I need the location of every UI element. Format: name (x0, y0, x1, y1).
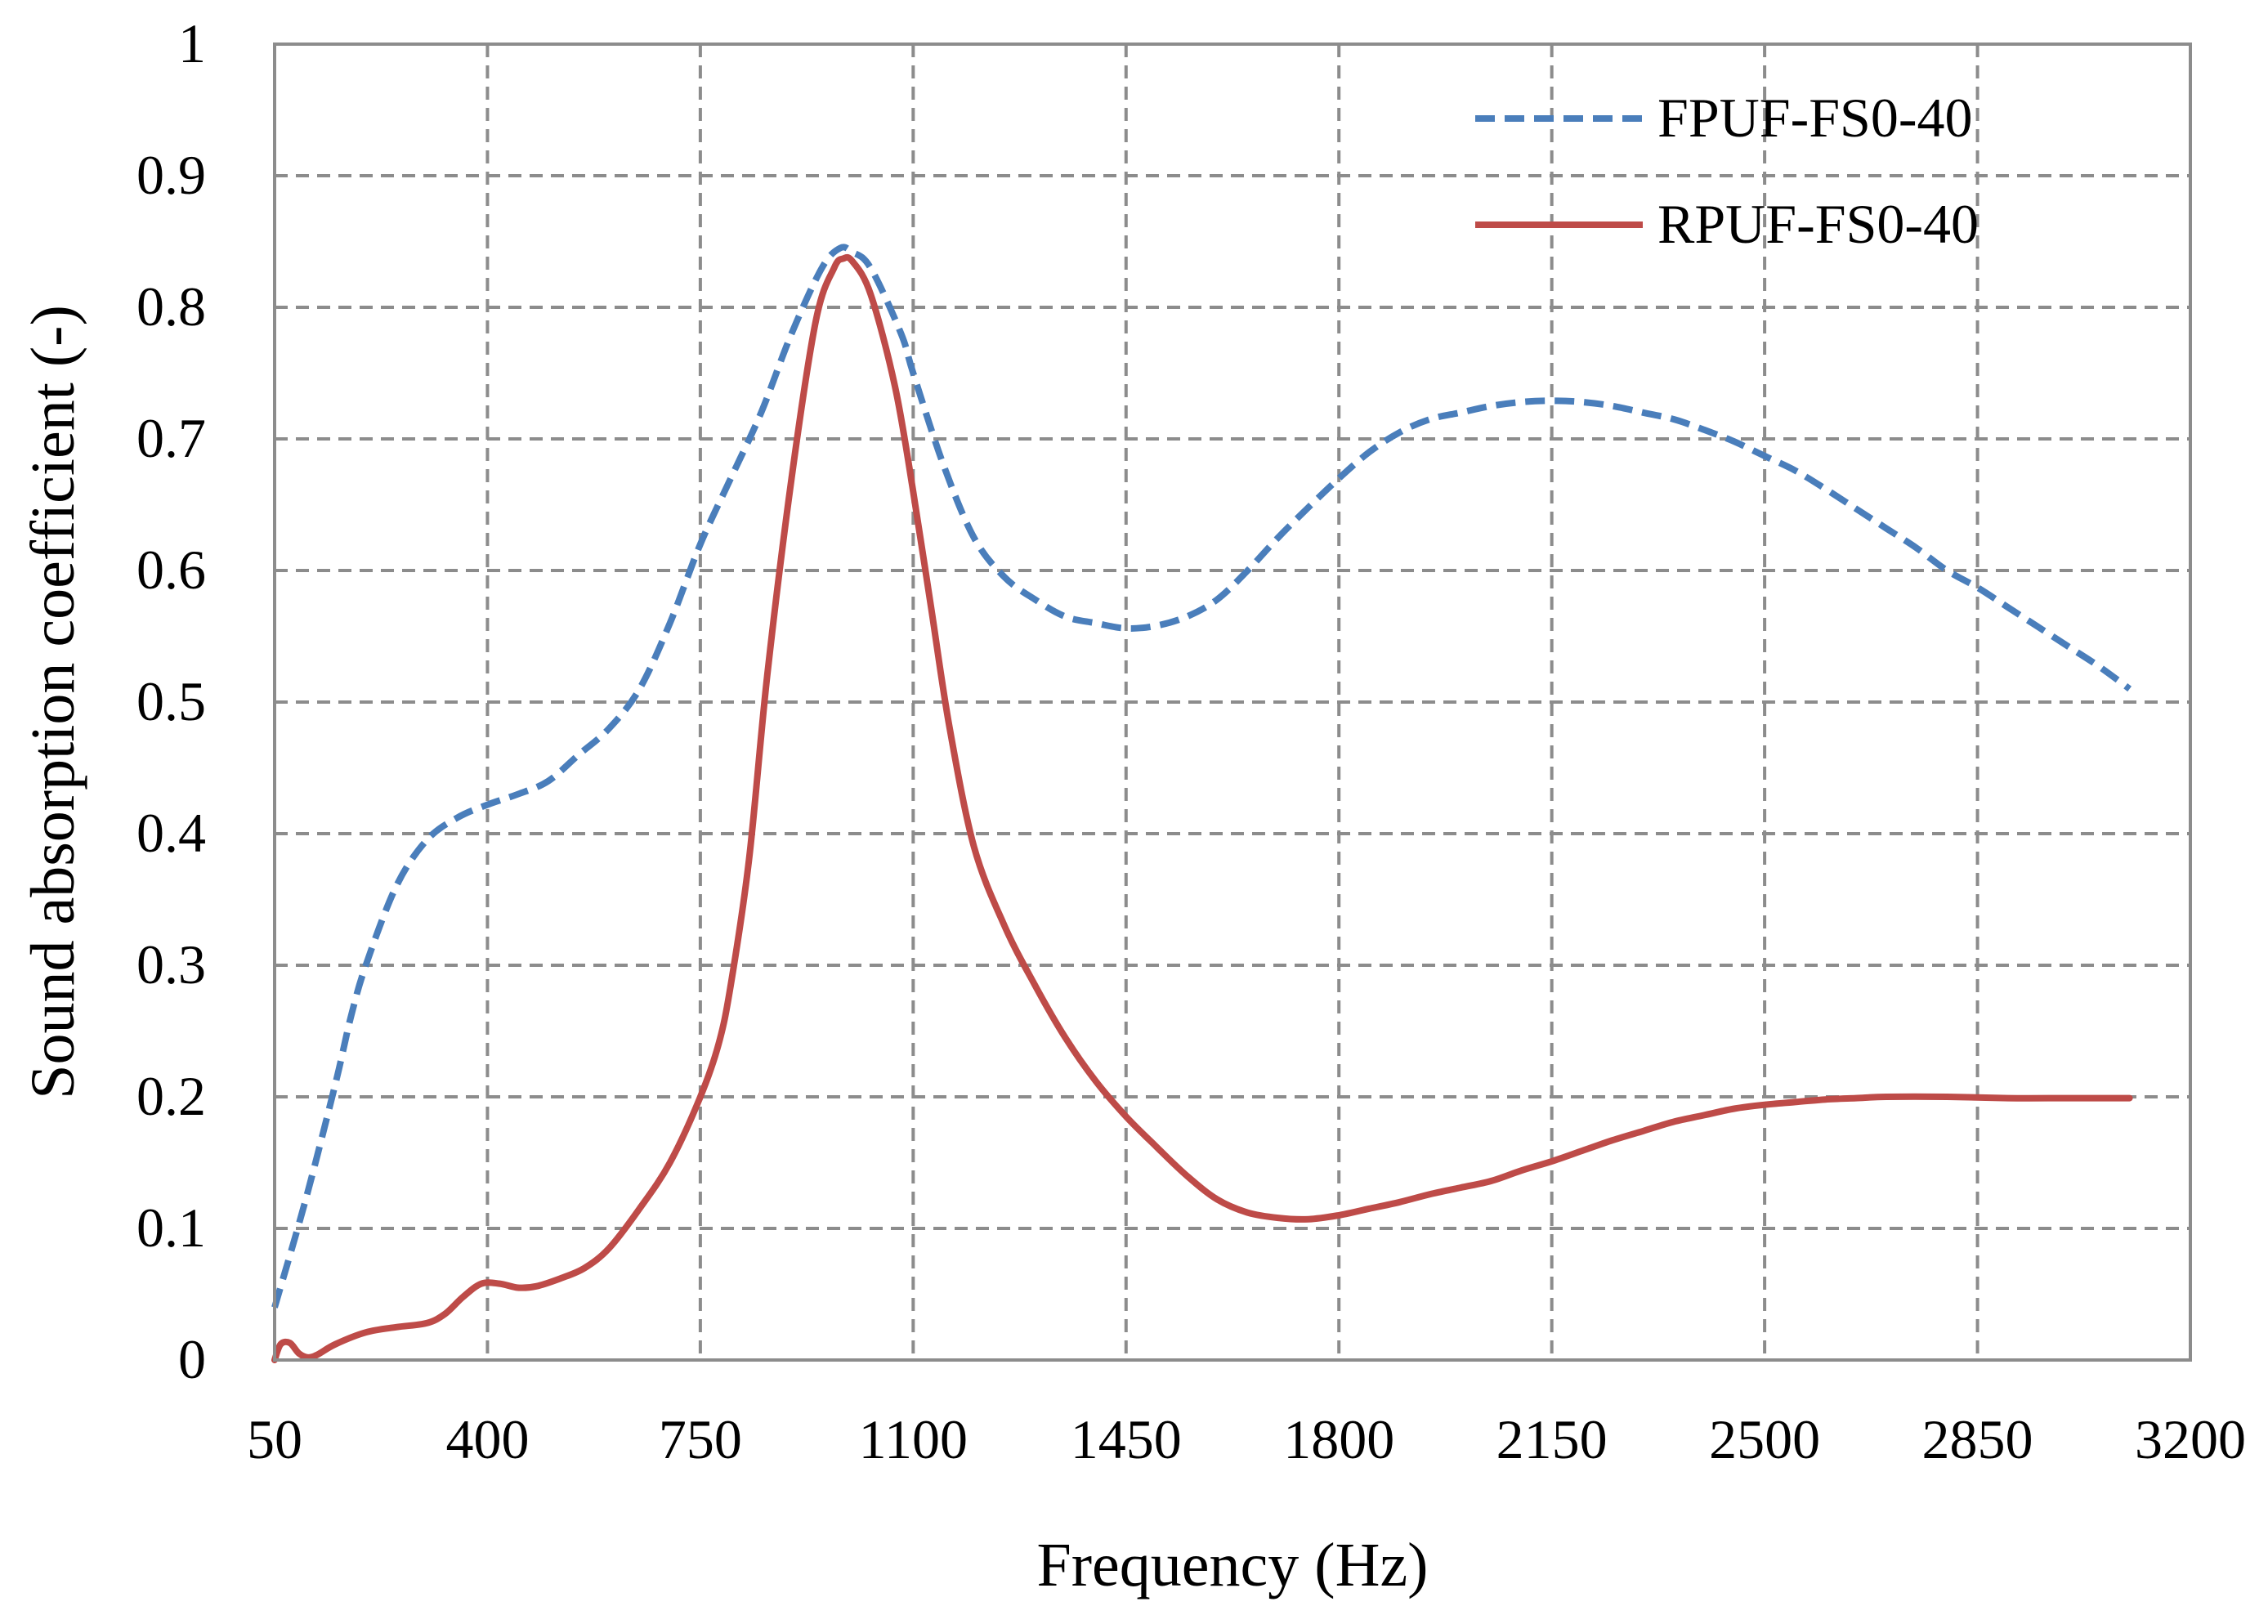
x-tick-label: 1800 (1283, 1408, 1394, 1470)
x-tick-labels: 50 400 750 1100 1450 1800 2150 2500 2850 3200 (247, 1408, 2246, 1470)
y-tick-label: 0.7 (136, 407, 206, 469)
y-tick-label: 0 (178, 1328, 206, 1390)
y-tick-label: 0.3 (136, 933, 206, 995)
y-axis-title: Sound absorption coefficient (-) (19, 305, 87, 1099)
plot-area-border (273, 43, 2192, 1362)
x-axis-title: Frequency (Hz) (1036, 1531, 1428, 1599)
x-tick-label: 3200 (2135, 1408, 2246, 1470)
x-tick-label: 50 (247, 1408, 302, 1470)
grid-lines (275, 44, 2190, 1360)
series-layer (271, 244, 2133, 1363)
y-tick-labels: 0 0.1 0.2 0.3 0.4 0.5 0.6 0.7 0.8 0.9 1 (136, 12, 206, 1390)
y-tick-label: 0.2 (136, 1065, 206, 1127)
legend: FPUF-FS0-40 RPUF-FS0-40 (1475, 87, 1979, 255)
legend-label-fpuf: FPUF-FS0-40 (1657, 87, 1973, 149)
series-fpuf-fs0-40-line (271, 244, 2132, 1309)
x-tick-label: 750 (659, 1408, 742, 1470)
y-tick-label: 0.5 (136, 670, 206, 732)
y-tick-label: 0.8 (136, 275, 206, 338)
x-tick-label: 2850 (1922, 1408, 2033, 1470)
x-tick-label: 2500 (1709, 1408, 1820, 1470)
y-tick-label: 1 (178, 12, 206, 74)
y-tick-label: 0.6 (136, 539, 206, 601)
y-tick-label: 0.4 (136, 802, 206, 864)
x-tick-label: 400 (445, 1408, 529, 1470)
legend-label-rpuf: RPUF-FS0-40 (1657, 193, 1979, 255)
x-tick-label: 1100 (859, 1408, 968, 1470)
y-tick-label: 0.9 (136, 144, 206, 206)
series-rpuf-fs0-40-line (271, 253, 2133, 1363)
y-tick-label: 0.1 (136, 1197, 206, 1259)
x-tick-label: 2150 (1496, 1408, 1608, 1470)
x-tick-label: 1450 (1071, 1408, 1182, 1470)
